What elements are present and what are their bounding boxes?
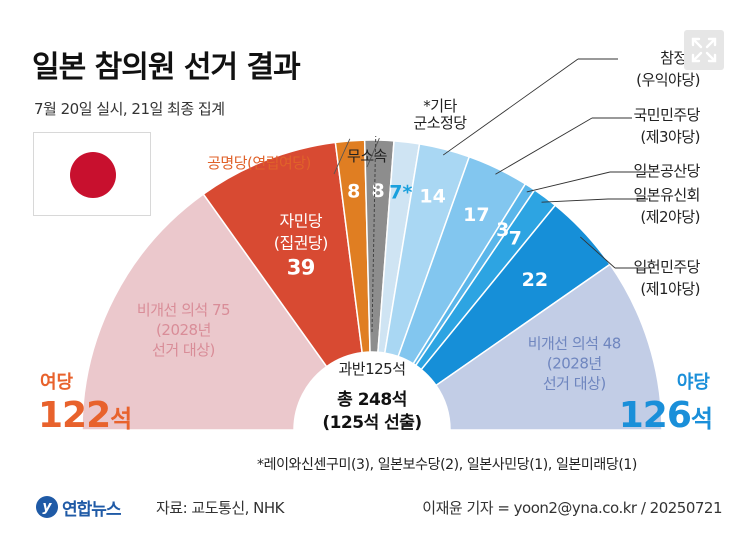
leader-line-sanseito — [442, 58, 579, 156]
source-text: 자료: 교도통신, NHK — [156, 499, 285, 517]
footnote: *레이와신센구미(3), 일본보수당(2), 일본사민당(1), 일본미래당(1… — [257, 457, 637, 473]
label-cdp: 22 — [522, 269, 548, 291]
label-opposition-non-contested: 비개선 의석 48 (2028년 선거 대상) — [528, 335, 621, 393]
label-komeito: 8 — [347, 181, 360, 203]
segment-opposition-non-contested — [434, 263, 663, 431]
opposition-bloc-seats: 126석 — [619, 395, 712, 436]
callout-line-independent — [366, 137, 380, 168]
callout-other: *기타 군소정당 — [413, 97, 467, 132]
callout-komeito: 공명당(연립여당) — [207, 154, 311, 172]
majority-line — [371, 136, 377, 333]
leader-line-dpfp — [495, 117, 593, 175]
leader-line-ishin — [541, 198, 609, 203]
callout-cdp: 입헌민주당 (제1야당) — [633, 258, 700, 298]
label-dpfp: 17 — [463, 204, 489, 226]
callout-dpfp: 국민민주당 (제3야당) — [633, 106, 700, 146]
yonhap-logo: y 연합뉴스 — [36, 493, 122, 521]
yonhap-logo-text: 연합뉴스 — [62, 499, 122, 520]
total-seats-label: 총 248석 — [337, 390, 407, 410]
label-sanseito: 14 — [419, 186, 445, 208]
callout-line-komeito — [333, 138, 351, 175]
expand-icon[interactable] — [684, 30, 724, 70]
yonhap-logo-mark: y — [36, 496, 58, 518]
flag-sun-icon — [70, 152, 116, 198]
ruling-bloc-seats: 122석 — [38, 395, 131, 436]
label-jcp: 3 — [496, 219, 509, 241]
callout-jcp: 일본공산당 — [633, 162, 700, 180]
segment-ldp — [202, 141, 363, 368]
elected-seats-label: (125석 선출) — [322, 413, 421, 433]
japan-flag-icon — [33, 132, 151, 216]
credit-text: 이재윤 기자 = yoon2@yna.co.kr / 20250721 — [422, 499, 722, 517]
label-ishin: 7 — [509, 227, 522, 249]
callout-independent: 무소속 — [347, 147, 388, 165]
expand-icon-glyph — [691, 37, 717, 63]
majority-label: 과반125석 — [338, 360, 405, 378]
label-ldp: 자민당 (집권당) 39 — [274, 211, 328, 279]
label-independent: 8 — [371, 180, 384, 202]
leader-line-cdp — [580, 236, 616, 269]
ruling-bloc-label: 여당 — [40, 372, 74, 393]
segment-ruling-non-contested — [81, 193, 328, 431]
opposition-bloc-label: 야당 — [677, 372, 711, 393]
label-other: 7* — [389, 182, 412, 204]
label-ruling-non-contested: 비개선 의석 75 (2028년 선거 대상) — [137, 301, 230, 359]
callout-ishin: 일본유신회 (제2야당) — [633, 186, 700, 226]
page-subtitle: 7월 20일 실시, 21일 최종 집계 — [34, 100, 225, 118]
leader-line-jcp — [526, 171, 611, 193]
page-title: 일본 참의원 선거 결과 — [32, 50, 301, 85]
